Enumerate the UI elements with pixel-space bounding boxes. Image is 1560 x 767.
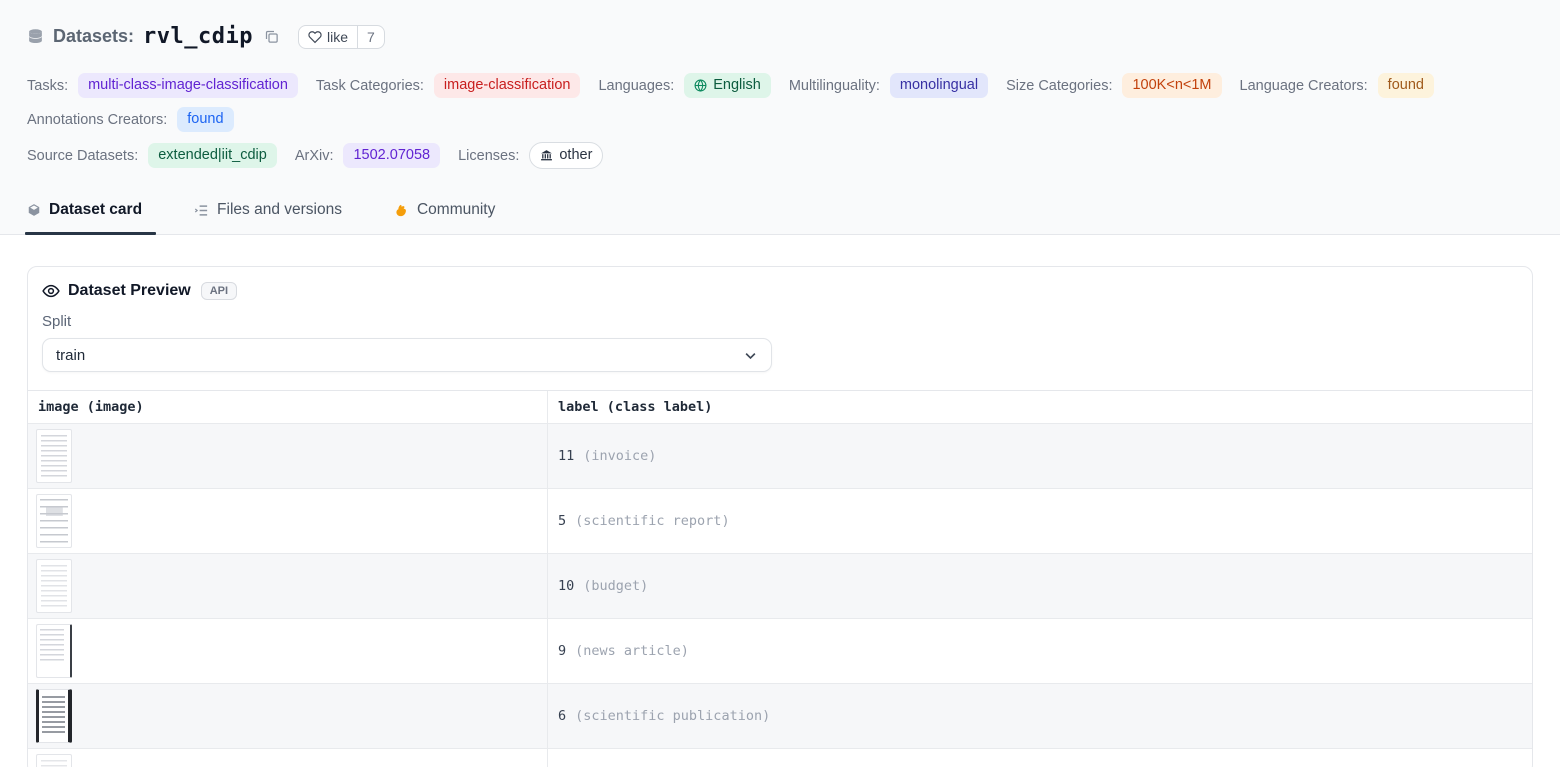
document-thumbnail[interactable] bbox=[36, 429, 72, 483]
tag-group-label: Source Datasets: bbox=[27, 147, 139, 164]
label-number: 10 bbox=[558, 578, 575, 594]
tag-group-language-creators: Language Creators: found bbox=[1240, 73, 1434, 98]
tab-label: Files and versions bbox=[217, 201, 342, 218]
label-number: 9 bbox=[558, 643, 567, 659]
tag-size-category[interactable]: 100K<n<1M bbox=[1122, 73, 1222, 98]
tag-group-label: Tasks: bbox=[27, 77, 69, 94]
table-header-row: image (image) label (class label) bbox=[28, 391, 1532, 424]
tab-label: Dataset card bbox=[49, 201, 143, 218]
table-row: 11 (invoice) bbox=[28, 424, 1532, 489]
tag-group-languages: Languages: English bbox=[598, 73, 771, 98]
tag-group-label: Task Categories: bbox=[315, 77, 424, 94]
tag-group-size-categories: Size Categories: 100K<n<1M bbox=[1006, 73, 1222, 98]
bank-icon bbox=[541, 150, 553, 161]
tag-group-label: Size Categories: bbox=[1006, 77, 1113, 94]
split-select[interactable]: train bbox=[42, 338, 772, 372]
tag-source-dataset[interactable]: extended|iit_cdip bbox=[148, 143, 277, 168]
split-selected-value: train bbox=[56, 346, 86, 364]
chevron-down-icon bbox=[745, 352, 756, 359]
page-header-section: Datasets: rvl_cdip like 7 Tasks: multi-c… bbox=[0, 0, 1560, 235]
cube-icon bbox=[28, 204, 40, 216]
column-header-image: image (image) bbox=[28, 391, 548, 423]
eye-icon bbox=[42, 284, 60, 298]
tag-multi-class-image-classification[interactable]: multi-class-image-classification bbox=[78, 73, 298, 98]
like-button[interactable]: like bbox=[299, 26, 357, 48]
heart-icon bbox=[308, 30, 322, 43]
document-thumbnail[interactable] bbox=[36, 624, 72, 678]
tag-row-2: Source Datasets: extended|iit_cdip ArXiv… bbox=[27, 142, 1533, 169]
tag-group-label: Licenses: bbox=[458, 147, 520, 164]
table-row: 5 (scientific report) bbox=[28, 489, 1532, 554]
label-class-name: (news article) bbox=[575, 643, 689, 659]
column-header-label: label (class label) bbox=[558, 399, 713, 415]
tag-group-annotations-creators: Annotations Creators: found bbox=[27, 107, 234, 132]
tag-group-label: Annotations Creators: bbox=[27, 111, 168, 128]
tag-annotations-creators-found[interactable]: found bbox=[177, 107, 234, 132]
tab-dataset-card[interactable]: Dataset card bbox=[24, 201, 157, 235]
dataset-preview-card: Dataset Preview API Split train image (i… bbox=[27, 266, 1533, 767]
preview-table: image (image) label (class label) 11 (in… bbox=[28, 390, 1532, 767]
title-row: Datasets: rvl_cdip like 7 bbox=[27, 24, 1533, 49]
copy-icon[interactable] bbox=[262, 27, 281, 46]
tag-arxiv-id[interactable]: 1502.07058 bbox=[343, 143, 441, 168]
label-number: 11 bbox=[558, 448, 575, 464]
tag-language-english[interactable]: English bbox=[684, 73, 771, 98]
api-badge[interactable]: API bbox=[200, 282, 238, 300]
like-widget: like 7 bbox=[298, 24, 385, 49]
tab-files-and-versions[interactable]: Files and versions bbox=[194, 201, 348, 234]
tag-group-multilinguality: Multilinguality: monolingual bbox=[788, 73, 989, 98]
tag-license-other[interactable]: other bbox=[529, 142, 604, 169]
tag-image-classification[interactable]: image-classification bbox=[433, 73, 581, 98]
tag-group-licenses: Licenses: other bbox=[458, 142, 604, 169]
table-row: 6 (scientific publication) bbox=[28, 684, 1532, 749]
label-class-name: (scientific report) bbox=[575, 513, 730, 529]
table-row: 10 (budget) bbox=[28, 554, 1532, 619]
tag-group-label: Multilinguality: bbox=[788, 77, 880, 94]
dataset-preview-header: Dataset Preview API bbox=[28, 267, 1532, 300]
tag-monolingual[interactable]: monolingual bbox=[889, 73, 989, 98]
database-icon bbox=[27, 28, 44, 45]
community-icon bbox=[396, 204, 406, 216]
tag-row-1: Tasks: multi-class-image-classification … bbox=[27, 73, 1533, 132]
label-class-name: (invoice) bbox=[583, 448, 657, 464]
document-thumbnail[interactable] bbox=[36, 689, 72, 743]
file-list-icon bbox=[194, 204, 208, 216]
tag-group-label: Language Creators: bbox=[1239, 77, 1368, 94]
tab-community[interactable]: Community bbox=[394, 201, 501, 234]
tag-group-arxiv: ArXiv: 1502.07058 bbox=[294, 143, 441, 168]
tag-group-label: Languages: bbox=[598, 77, 675, 94]
table-row-partial bbox=[28, 749, 1532, 767]
label-class-name: (scientific publication) bbox=[575, 708, 771, 724]
main-content: Dataset Preview API Split train image (i… bbox=[0, 235, 1560, 767]
label-number: 6 bbox=[558, 708, 567, 724]
tag-group-task-categories: Task Categories: image-classification bbox=[316, 73, 581, 98]
table-row: 9 (news article) bbox=[28, 619, 1532, 684]
document-thumbnail[interactable] bbox=[36, 559, 72, 613]
tab-bar: Dataset card Files and versions Communit… bbox=[24, 201, 1533, 235]
label-number: 5 bbox=[558, 513, 567, 529]
dataset-title: rvl_cdip bbox=[143, 24, 254, 49]
document-thumbnail[interactable] bbox=[36, 754, 72, 767]
split-label: Split bbox=[42, 313, 72, 330]
dataset-preview-title: Dataset Preview bbox=[68, 282, 191, 299]
tag-group-tasks: Tasks: multi-class-image-classification bbox=[27, 73, 298, 98]
label-class-name: (budget) bbox=[583, 578, 649, 594]
tag-group-label: ArXiv: bbox=[294, 147, 334, 164]
like-label: like bbox=[327, 28, 349, 45]
tab-label: Community bbox=[416, 201, 496, 218]
tag-group-source-datasets: Source Datasets: extended|iit_cdip bbox=[27, 143, 277, 168]
breadcrumb[interactable]: Datasets: bbox=[53, 26, 135, 46]
tag-language-creators-found[interactable]: found bbox=[1377, 73, 1434, 98]
like-count[interactable]: 7 bbox=[357, 25, 384, 48]
globe-icon bbox=[694, 79, 707, 92]
document-thumbnail[interactable] bbox=[36, 494, 72, 548]
